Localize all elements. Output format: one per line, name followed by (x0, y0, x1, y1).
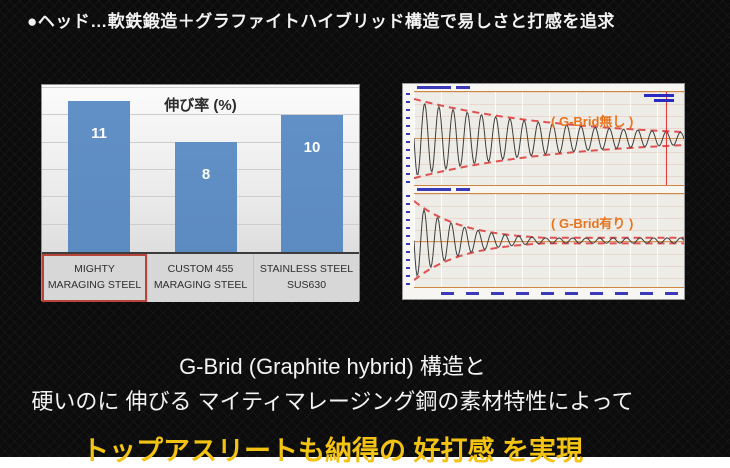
bar-category-cell: CUSTOM 455 MARAGING STEEL (147, 254, 253, 302)
bar-value-label: 11 (91, 125, 107, 142)
time-axis-tick-labels (403, 288, 684, 299)
bar-category-cell: STAINLESS STEEL SUS630 (253, 254, 359, 302)
tick-marks (406, 194, 410, 287)
bar-category-cell: MIGHTY MARAGING STEEL (42, 254, 147, 302)
wave-svg-without (414, 91, 684, 186)
vibration-waveform (414, 208, 684, 277)
envelope-upper (414, 200, 684, 239)
bar-plot-area: 伸び率 (%) 11 8 10 (42, 85, 359, 252)
vibration-graphs-panel: ( G-Brid無し ) ( G-Brid有り ) (402, 83, 685, 300)
graph1-label: ( G-Brid無し ) (551, 113, 634, 129)
bar-0: 11 (68, 101, 130, 252)
envelope-lower (414, 242, 684, 281)
graph2-header-strip (403, 186, 684, 193)
bar-value-label: 8 (201, 166, 211, 183)
tick-marks (406, 92, 410, 185)
footer-highlight-line: トップアスリートも納得の 好打感 を実現 (81, 436, 583, 466)
header-bullet-text: ●ヘッド…軟鉄鍛造＋グラファイトハイブリッド構造で易しさと打感を追求 (27, 12, 615, 31)
bar-x-axis-line (42, 252, 359, 254)
bar-2: 10 (281, 115, 343, 252)
envelope-lower (414, 144, 684, 180)
graph1-y-axis-ticks (403, 90, 414, 187)
graph2-plot-with-gbrid: ( G-Brid有り ) (414, 192, 684, 289)
graph1-corner-readout (644, 93, 674, 102)
footer-line-1: G-Brid (Graphite hybrid) 構造と (179, 354, 486, 379)
graph2-microtext (417, 188, 470, 192)
footer-text-block: G-Brid (Graphite hybrid) 構造と 硬いのに 伸びる マイ… (0, 349, 665, 468)
graph1-plot-without-gbrid: ( G-Brid無し ) (414, 90, 684, 187)
graph1-microtext (417, 86, 470, 89)
graph1-header-strip (403, 84, 684, 91)
bar-value-label: 10 (303, 139, 321, 156)
vibration-waveform (414, 102, 684, 176)
graph1-row: ( G-Brid無し ) (403, 90, 684, 187)
bar-category-labels: MIGHTY MARAGING STEEL CUSTOM 455 MARAGING… (42, 254, 359, 302)
graph2-row: ( G-Brid有り ) (403, 192, 684, 289)
wave-svg-with (414, 200, 684, 281)
gridline (42, 86, 359, 88)
bar-1: 8 (175, 142, 237, 252)
gridline (42, 114, 359, 116)
graph2-y-axis-ticks (403, 192, 414, 289)
elongation-bar-chart-panel: 伸び率 (%) 11 8 10 MIGHTY MARAGING STEEL CUSTO… (41, 84, 360, 302)
footer-line-2: 硬いのに 伸びる マイティマレージング鋼の素材特性によって (31, 389, 634, 414)
envelope-upper (414, 97, 684, 133)
graph2-label: ( G-Brid有り ) (551, 215, 634, 231)
bar-chart-title: 伸び率 (%) (164, 97, 237, 114)
